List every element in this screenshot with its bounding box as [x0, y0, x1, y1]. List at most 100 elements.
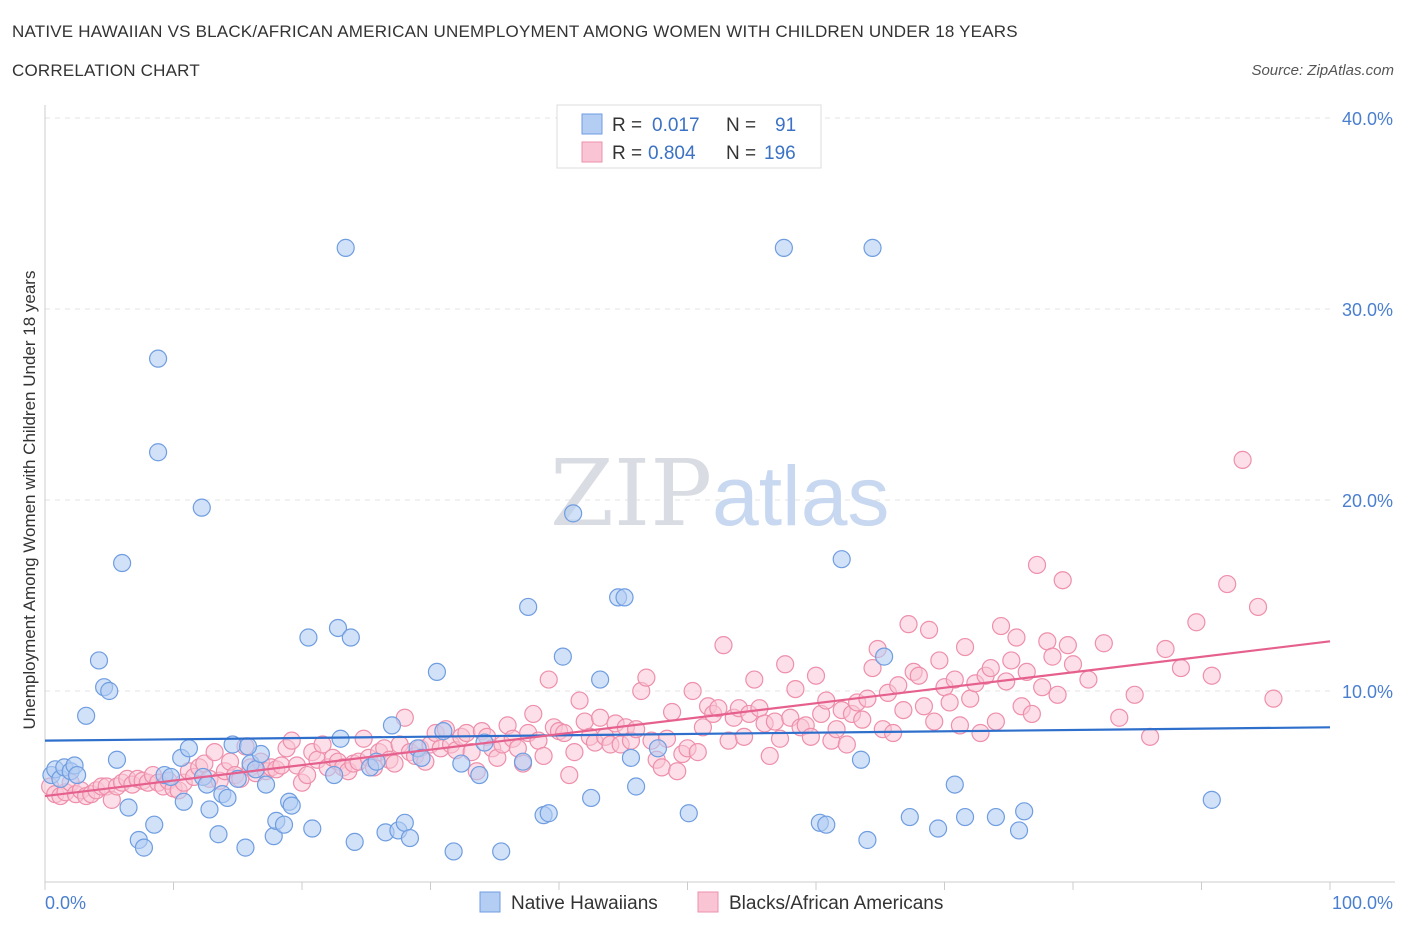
- blue-point: [331, 729, 350, 748]
- pink-point: [1187, 613, 1206, 632]
- blue-point: [679, 804, 698, 823]
- pink-point: [745, 670, 764, 689]
- blue-point: [218, 788, 237, 808]
- pink-point: [945, 670, 964, 689]
- bottom-legend-label-blue: Native Hawaiians: [511, 893, 658, 914]
- blue-point: [817, 815, 836, 834]
- blue-point: [395, 813, 414, 832]
- pink-point: [1033, 678, 1052, 697]
- legend-r-label-pink: R =: [612, 143, 642, 164]
- y-tick-label-10: 10.0%: [1342, 682, 1393, 702]
- pink-point: [914, 697, 934, 716]
- blue-point: [228, 769, 247, 788]
- pink-point: [981, 658, 1000, 678]
- pink-point: [1017, 662, 1036, 682]
- pink-point: [827, 720, 846, 739]
- watermark-atlas: atlas: [712, 449, 889, 543]
- blue-point: [434, 722, 453, 741]
- pink-point: [693, 718, 713, 737]
- pink-point: [457, 723, 476, 743]
- pink-point: [853, 710, 872, 729]
- blue-point: [1202, 790, 1221, 809]
- pink-point: [837, 735, 856, 754]
- source-credit: Source: ZipAtlas.com: [1251, 62, 1394, 79]
- pink-point: [955, 637, 975, 657]
- pink-point: [534, 746, 553, 766]
- pink-point: [272, 756, 291, 775]
- pink-point: [1264, 689, 1283, 708]
- pink-point: [1079, 670, 1098, 689]
- pink-point: [889, 676, 908, 695]
- bottom-legend-swatch-blue: [479, 891, 501, 913]
- pink-point: [719, 731, 738, 750]
- blue-point: [875, 647, 894, 666]
- blue-point: [200, 800, 219, 819]
- legend-n-value-pink: 196: [764, 143, 796, 164]
- blue-point: [336, 238, 355, 257]
- pink-point: [652, 758, 671, 777]
- chart-subtitle: CORRELATION CHART: [12, 61, 200, 80]
- pink-point: [570, 691, 589, 710]
- blue-point: [256, 775, 276, 794]
- pink-point: [298, 765, 317, 785]
- legend-n-value-blue: 91: [775, 115, 796, 136]
- pink-point: [991, 616, 1011, 636]
- legend-r-value-blue: 0.017: [652, 115, 700, 136]
- x-tick-label-0: 0.0%: [45, 893, 86, 913]
- pink-point: [899, 615, 918, 634]
- blue-point: [161, 767, 181, 787]
- blue-point: [615, 588, 634, 607]
- blue-point: [112, 553, 132, 573]
- blue-point: [107, 750, 127, 769]
- pink-point: [1038, 632, 1057, 651]
- pink-point: [1171, 658, 1191, 678]
- pink-point: [1007, 628, 1026, 647]
- blue-point: [238, 737, 258, 756]
- pink-point: [734, 727, 754, 746]
- y-tick-label-30: 30.0%: [1342, 300, 1393, 320]
- blue-point: [1009, 821, 1029, 840]
- legend-swatch-pink: [581, 141, 603, 163]
- legend-swatch-blue: [581, 113, 603, 135]
- pink-point: [385, 754, 404, 773]
- pink-point: [909, 666, 928, 685]
- blue-point: [591, 670, 610, 689]
- blue-point: [192, 498, 211, 517]
- blue-point: [209, 825, 228, 844]
- pink-point: [919, 620, 939, 639]
- legend-n-label-blue: N =: [726, 115, 756, 136]
- pink-point: [560, 765, 579, 785]
- axes: [44, 105, 1395, 890]
- y-tick-labels: 10.0% 20.0% 30.0% 40.0%: [1342, 109, 1393, 702]
- blue-point: [148, 349, 168, 368]
- blue-point: [626, 777, 646, 796]
- pink-point: [930, 651, 949, 670]
- pink-point: [575, 712, 594, 731]
- blue-point: [145, 815, 164, 834]
- blue-point: [400, 828, 420, 848]
- pink-point: [1053, 571, 1072, 590]
- y-tick-label-40: 40.0%: [1342, 109, 1393, 129]
- bottom-legend-label-pink: Blacks/African Americans: [729, 893, 943, 914]
- blue-point: [427, 662, 447, 682]
- blue-point: [539, 804, 558, 823]
- pink-point: [1156, 639, 1175, 659]
- blue-point: [412, 748, 431, 767]
- blue-point: [382, 716, 402, 735]
- pink-point: [637, 668, 656, 687]
- pink-point: [1125, 685, 1144, 704]
- pink-point: [1233, 450, 1252, 469]
- blue-point: [68, 765, 87, 785]
- pink-point: [986, 712, 1006, 731]
- blue-point: [341, 628, 360, 647]
- blue-point: [513, 752, 533, 771]
- pink-point: [750, 699, 769, 718]
- pink-point: [1022, 704, 1041, 724]
- blue-point: [564, 504, 583, 523]
- stats-legend: R = 0.017 N = 91 R = 0.804 N = 196: [556, 104, 822, 169]
- pink-point: [1058, 636, 1077, 655]
- pink-point: [539, 670, 558, 689]
- blue-point: [299, 628, 318, 647]
- pink-point: [1048, 685, 1067, 704]
